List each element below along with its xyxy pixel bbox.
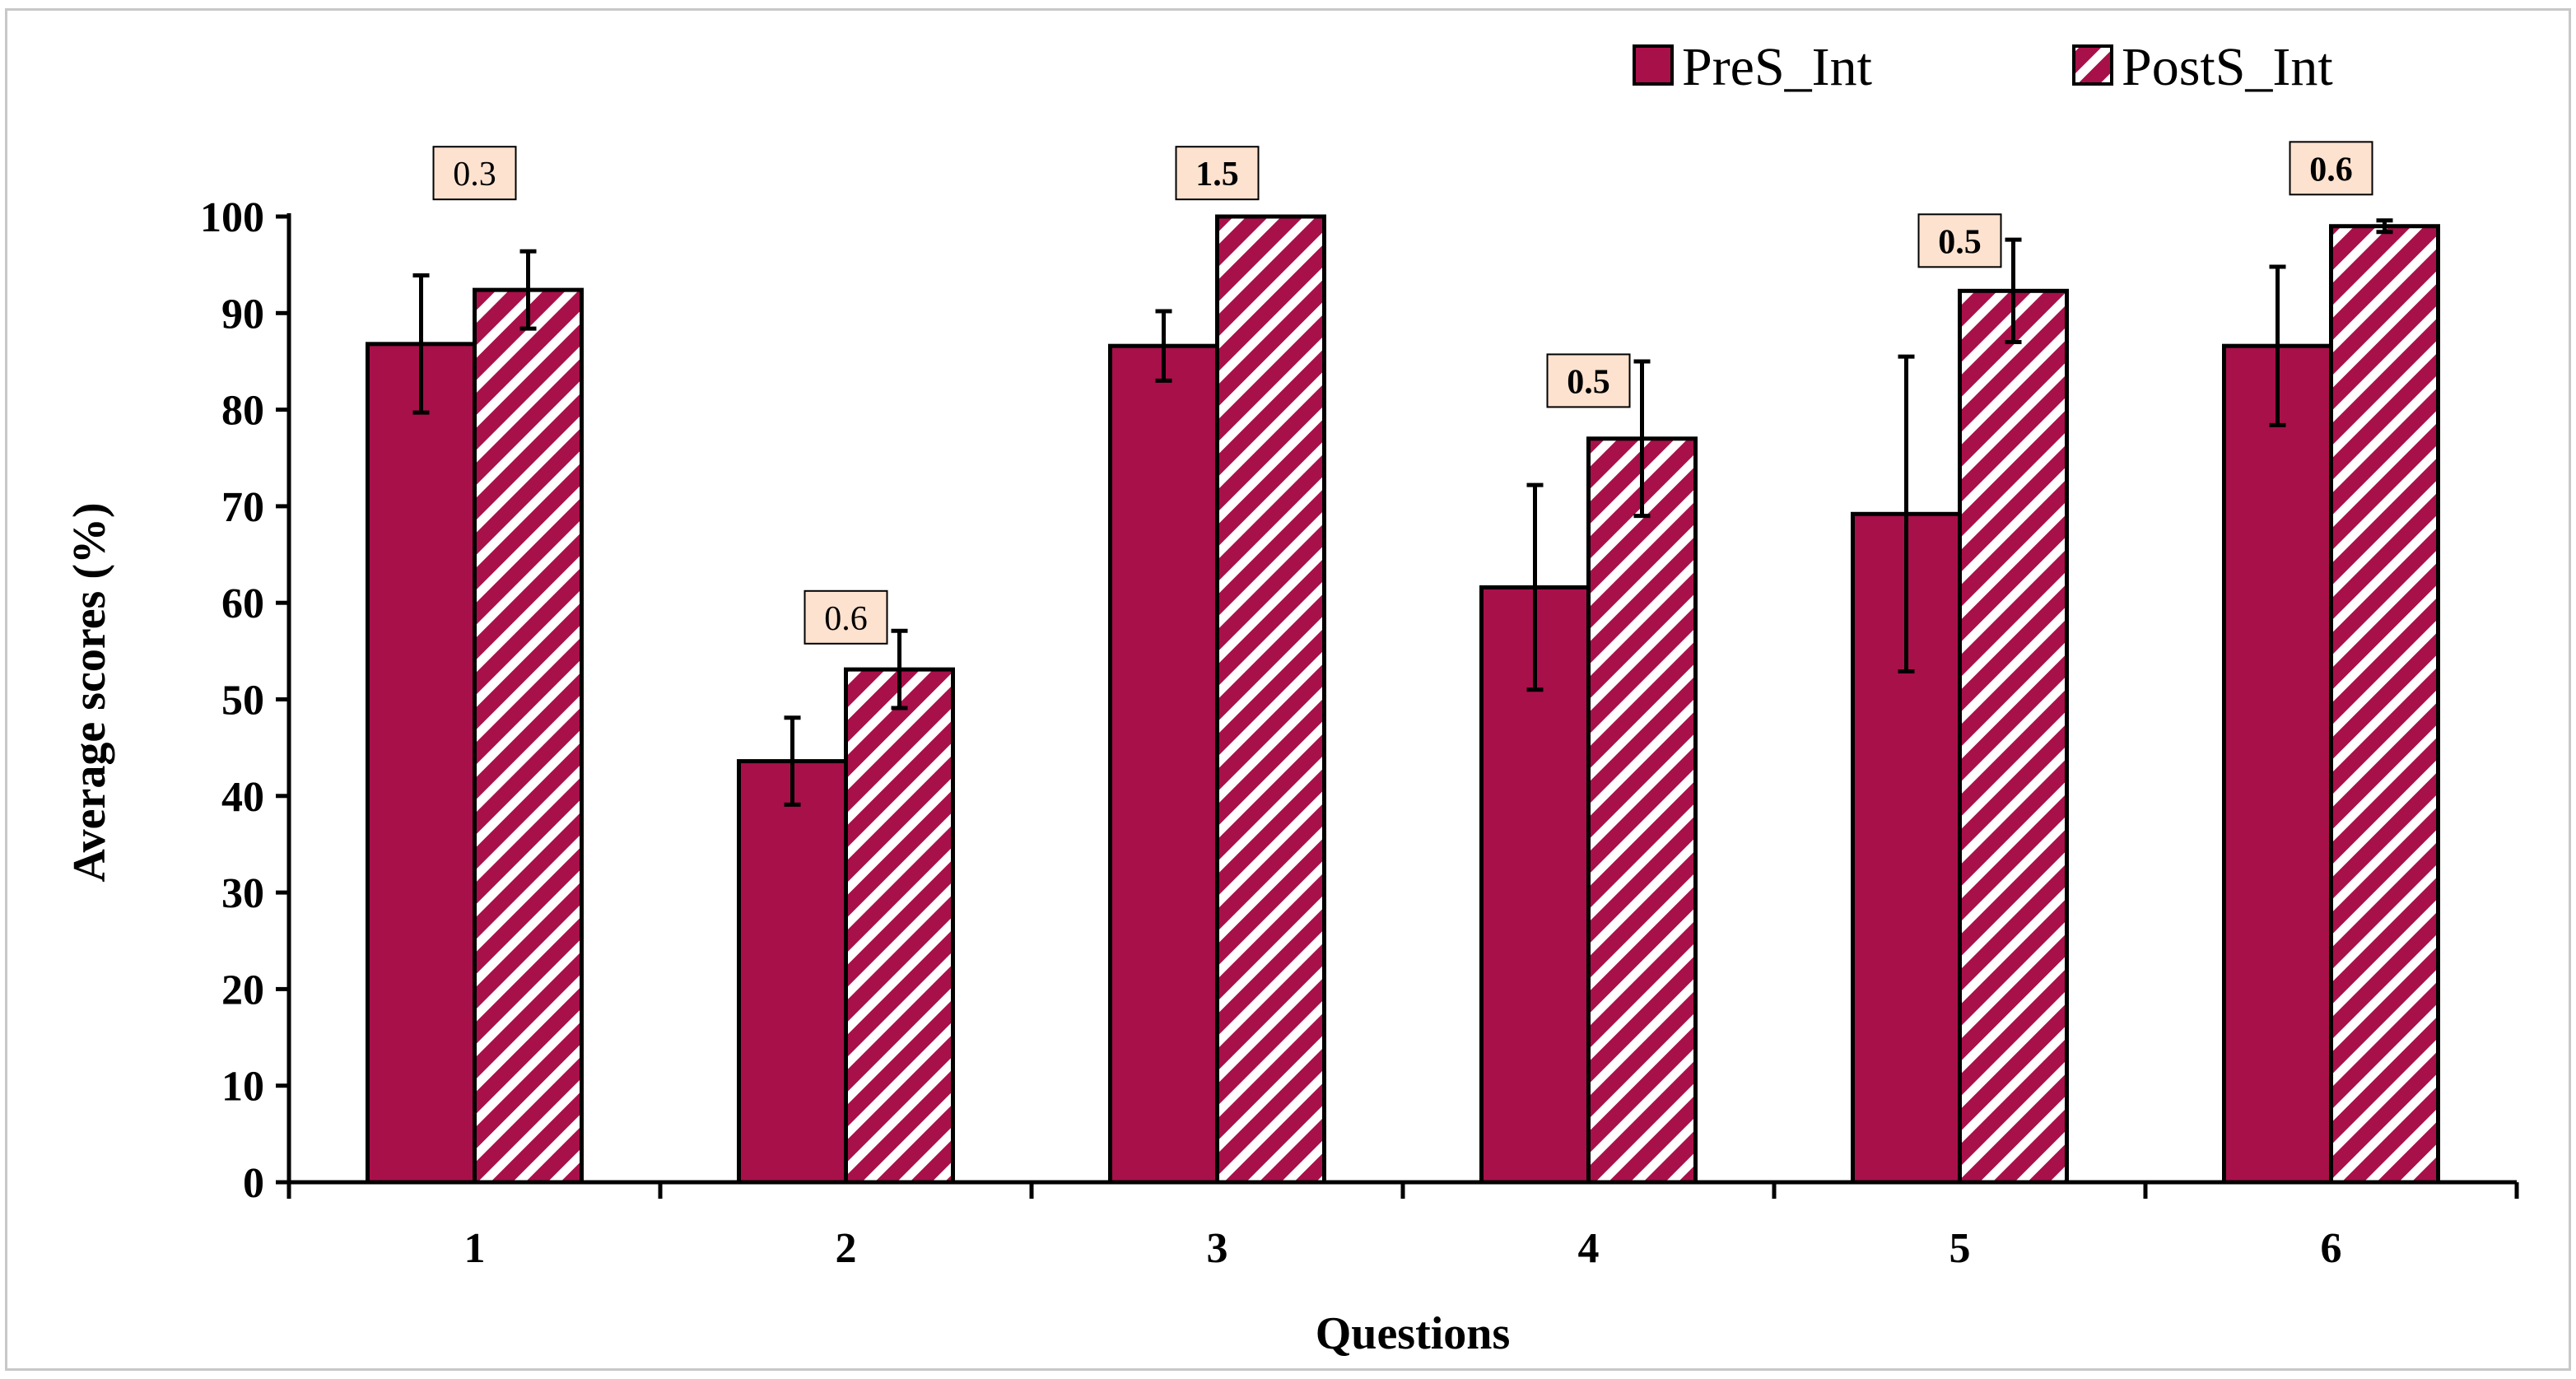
- x-tick-label-1: 1: [464, 1225, 486, 1272]
- legend: PreS_Int PostS_Int: [1633, 37, 2333, 97]
- chart-frame: 1 2 3 4 5 6 0 10 20 30 40 50 60 70 80 90 100 0.3 0.6 1.5 0.…: [5, 8, 2571, 1371]
- error-bar-pres-int-q4: [1526, 482, 1544, 692]
- x-tick-label-6: 6: [2321, 1225, 2342, 1272]
- annotation-text: 0.3: [453, 156, 496, 193]
- y-tick-label-20: 20: [221, 967, 264, 1013]
- y-tick-label-40: 40: [221, 774, 264, 821]
- bar-posts-int-q1: [473, 287, 584, 1185]
- error-bar-posts-int-q4: [1633, 359, 1651, 519]
- y-tick-label-90: 90: [221, 291, 264, 338]
- bar-posts-int-q4: [1586, 436, 1698, 1185]
- legend-swatch-posts-int: [2072, 44, 2113, 86]
- bar-posts-int-q6: [2329, 224, 2440, 1185]
- y-tick-label-60: 60: [221, 580, 264, 627]
- bar-posts-int-q3: [1215, 214, 1326, 1185]
- y-tick-label-70: 70: [221, 484, 264, 531]
- annotation-box: [432, 146, 517, 201]
- x-tick-label-4: 4: [1578, 1225, 1600, 1272]
- legend-label-posts-int: PostS_Int: [2122, 37, 2333, 97]
- y-tick-label-10: 10: [221, 1064, 264, 1111]
- bar-pres-int-q2: [737, 759, 848, 1185]
- y-tick-label-30: 30: [221, 870, 264, 917]
- error-bar-posts-int-q5: [2005, 237, 2022, 344]
- annotation-text: 0.6: [2309, 151, 2353, 189]
- error-bar-posts-int-q1: [519, 249, 537, 331]
- y-tick-label-80: 80: [221, 388, 264, 435]
- legend-swatch-pres-int: [1633, 44, 1674, 86]
- error-bar-pres-int-q2: [784, 715, 801, 807]
- error-bars-layer: [412, 218, 2393, 807]
- bar-pres-int-q1: [366, 342, 477, 1185]
- y-axis-title: Average scores (%): [64, 502, 115, 882]
- error-bar-pres-int-q5: [1898, 354, 1915, 673]
- error-bar-pres-int-q1: [412, 273, 430, 415]
- x-tick-label-3: 3: [1207, 1225, 1228, 1272]
- error-bar-pres-int-q3: [1155, 309, 1172, 383]
- annotation-box: [1917, 213, 2002, 268]
- y-tick-label-50: 50: [221, 678, 264, 724]
- annotation-q1: 0.3: [432, 146, 517, 201]
- bar-posts-int-q5: [1958, 288, 2069, 1185]
- annotation-box: [2289, 141, 2373, 196]
- bars-layer: [366, 214, 2440, 1185]
- annotation-q2: 0.6: [804, 589, 888, 645]
- error-bar-pres-int-q6: [2269, 264, 2286, 427]
- annotations-layer: 0.3 0.6 1.5 0.5 0.5 0.6: [432, 141, 2373, 645]
- bar-posts-int-q2: [844, 667, 955, 1185]
- annotation-q3: 1.5: [1175, 146, 1260, 201]
- bar-pres-int-q3: [1108, 343, 1219, 1185]
- error-bar-posts-int-q2: [891, 628, 908, 710]
- bar-pres-int-q6: [2222, 343, 2333, 1185]
- y-tick-label-0: 0: [243, 1160, 264, 1207]
- annotation-text: 0.5: [1938, 223, 1982, 261]
- annotation-text: 1.5: [1195, 156, 1239, 193]
- annotation-box: [1546, 353, 1631, 408]
- x-tick-label-5: 5: [1949, 1225, 1971, 1272]
- annotation-text: 0.5: [1567, 363, 1610, 401]
- x-axis-title: Questions: [1316, 1308, 1511, 1359]
- legend-label-pres-int: PreS_Int: [1682, 37, 1872, 97]
- annotation-q4: 0.5: [1546, 353, 1631, 408]
- annotation-text: 0.6: [824, 600, 868, 638]
- y-tick-label-100: 100: [200, 194, 264, 241]
- annotation-q6: 0.6: [2289, 141, 2373, 196]
- annotation-q5: 0.5: [1917, 213, 2002, 268]
- error-bar-posts-int-q6: [2376, 218, 2393, 235]
- x-tick-label-2: 2: [836, 1225, 857, 1272]
- annotation-box: [1175, 146, 1260, 201]
- annotation-box: [804, 589, 888, 645]
